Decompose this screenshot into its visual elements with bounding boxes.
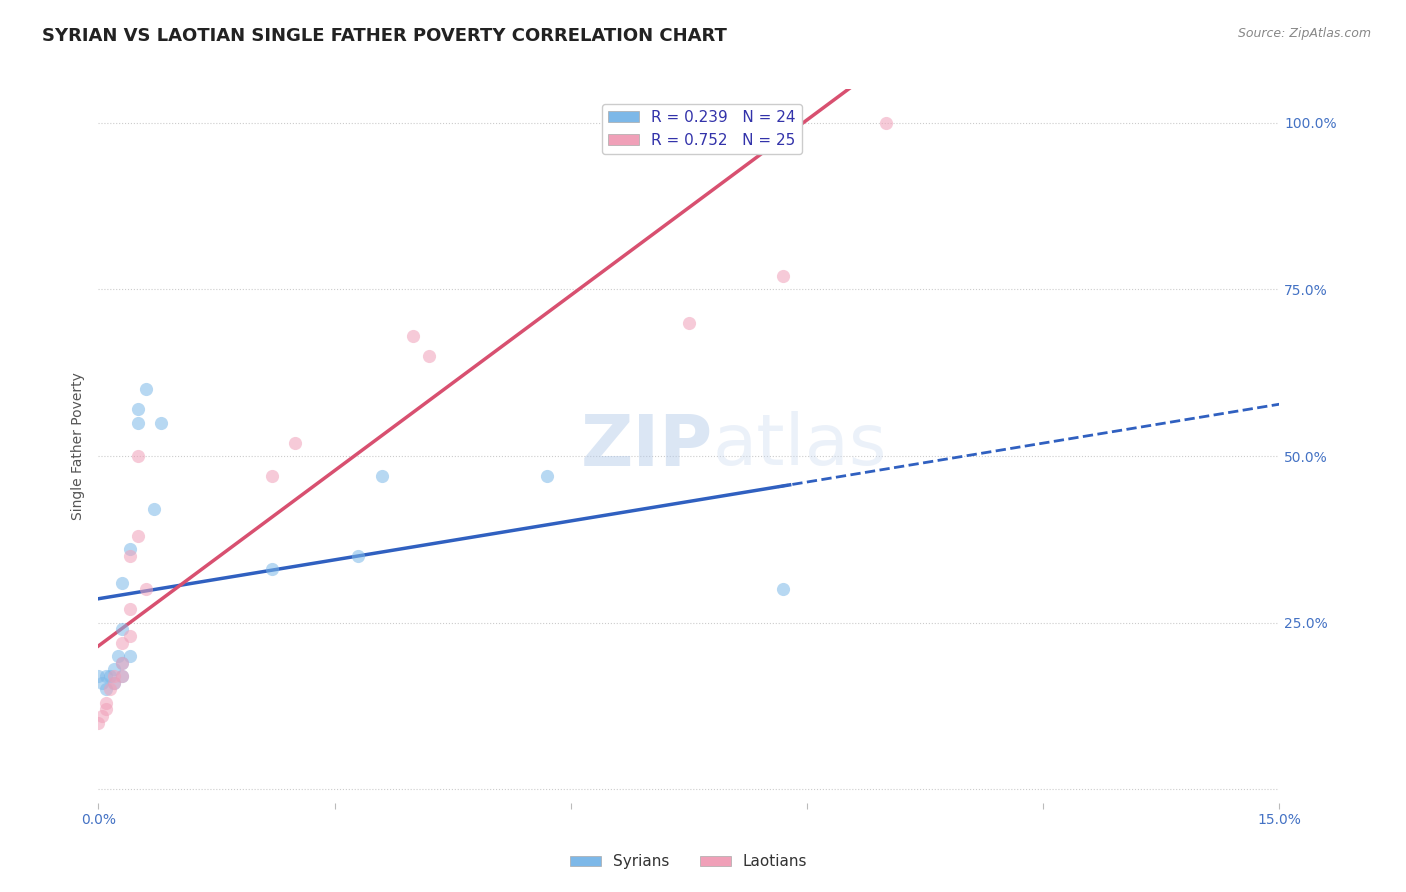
Point bbox=[142, 502, 165, 516]
Point bbox=[111, 656, 134, 670]
Point bbox=[103, 662, 125, 676]
Point bbox=[91, 709, 114, 723]
Point bbox=[127, 402, 149, 417]
Point bbox=[111, 575, 134, 590]
Point bbox=[111, 656, 134, 670]
Point bbox=[96, 702, 118, 716]
Text: Source: ZipAtlas.com: Source: ZipAtlas.com bbox=[1237, 27, 1371, 40]
Point bbox=[772, 268, 794, 283]
Point bbox=[87, 715, 110, 730]
Point bbox=[678, 316, 700, 330]
Point bbox=[135, 582, 157, 597]
Point bbox=[118, 602, 141, 616]
Text: SYRIAN VS LAOTIAN SINGLE FATHER POVERTY CORRELATION CHART: SYRIAN VS LAOTIAN SINGLE FATHER POVERTY … bbox=[42, 27, 727, 45]
Point bbox=[150, 416, 173, 430]
Point bbox=[107, 649, 129, 664]
Point bbox=[111, 669, 134, 683]
Point bbox=[371, 469, 394, 483]
Text: ZIP: ZIP bbox=[581, 411, 713, 481]
Point bbox=[127, 449, 149, 463]
Point bbox=[599, 115, 621, 129]
Point bbox=[118, 629, 141, 643]
Point bbox=[96, 682, 118, 697]
Point bbox=[111, 669, 134, 683]
Point bbox=[103, 675, 125, 690]
Point bbox=[127, 416, 149, 430]
Point bbox=[96, 696, 118, 710]
Point bbox=[91, 675, 114, 690]
Point bbox=[111, 636, 134, 650]
Point bbox=[599, 115, 621, 129]
Point bbox=[347, 549, 370, 563]
Point bbox=[118, 649, 141, 664]
Point bbox=[111, 623, 134, 637]
Point bbox=[98, 669, 121, 683]
Legend: R = 0.239   N = 24, R = 0.752   N = 25: R = 0.239 N = 24, R = 0.752 N = 25 bbox=[602, 104, 801, 153]
Point bbox=[875, 115, 897, 129]
Point bbox=[118, 542, 141, 557]
Point bbox=[772, 582, 794, 597]
Legend: Syrians, Laotians: Syrians, Laotians bbox=[564, 848, 814, 875]
Point bbox=[87, 669, 110, 683]
Text: atlas: atlas bbox=[713, 411, 887, 481]
Point bbox=[135, 382, 157, 396]
Y-axis label: Single Father Poverty: Single Father Poverty bbox=[72, 372, 86, 520]
Point bbox=[103, 675, 125, 690]
Point bbox=[284, 435, 307, 450]
Point bbox=[103, 669, 125, 683]
Point bbox=[260, 562, 283, 576]
Point bbox=[127, 529, 149, 543]
Point bbox=[536, 469, 558, 483]
Point bbox=[96, 669, 118, 683]
Point bbox=[98, 682, 121, 697]
Point bbox=[260, 469, 283, 483]
Point bbox=[402, 329, 425, 343]
Point bbox=[418, 349, 440, 363]
Point bbox=[118, 549, 141, 563]
